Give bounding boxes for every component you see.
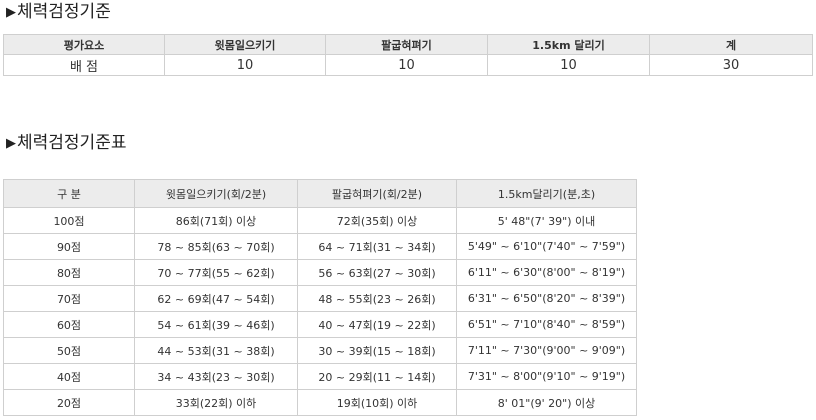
table-row: 90점 78 ~ 85회(63 ~ 70회) 64 ~ 71회(31 ~ 34회) 5… [3, 233, 637, 260]
table-cell: 6'51" ~ 7'10"(8'40" ~ 8'59") [456, 311, 637, 338]
header-cell: 계 [649, 34, 813, 55]
table-row: 40점 34 ~ 43회(23 ~ 30회) 20 ~ 29회(11 ~ 14회) 7… [3, 363, 637, 390]
header-cell: 팔굽혀펴기(회/2분) [297, 179, 457, 208]
table-cell: 19회(10회) 이하 [297, 389, 457, 416]
table-cell: 5'49" ~ 6'10"(7'40" ~ 7'59") [456, 233, 637, 260]
table-cell: 8' 01"(9' 20") 이상 [456, 389, 637, 416]
score-standards-table: 구 분 윗몸일으키기(회/2분) 팔굽혀펴기(회/2분) 1.5km달리기(분,… [3, 179, 637, 416]
header-cell: 1.5km달리기(분,초) [456, 179, 637, 208]
table-row: 50점 44 ~ 53회(31 ~ 38회) 30 ~ 39회(15 ~ 18회) 7… [3, 337, 637, 364]
table-cell: 72회(35회) 이상 [297, 207, 457, 234]
grade-cell: 20점 [3, 389, 135, 416]
grade-cell: 40점 [3, 363, 135, 390]
grade-cell: 70점 [3, 285, 135, 312]
table-cell: 7'11" ~ 7'30"(9'00" ~ 9'09") [456, 337, 637, 364]
table-cell: 44 ~ 53회(31 ~ 38회) [134, 337, 298, 364]
table-cell: 배 점 [3, 54, 165, 76]
grade-cell: 90점 [3, 233, 135, 260]
triangle-bullet-icon: ▶ [6, 136, 16, 151]
table-cell: 56 ~ 63회(27 ~ 30회) [297, 259, 457, 286]
triangle-bullet-icon: ▶ [6, 5, 16, 20]
table-cell: 33회(22회) 이하 [134, 389, 298, 416]
table-cell: 62 ~ 69회(47 ~ 54회) [134, 285, 298, 312]
section-title-standards: ▶체력검정기준표 [6, 133, 126, 154]
table-cell: 20 ~ 29회(11 ~ 14회) [297, 363, 457, 390]
table-row: 배 점 10 10 10 30 [3, 54, 813, 76]
section-title-text: 체력검정기준표 [17, 133, 127, 153]
table-row: 20점 33회(22회) 이하 19회(10회) 이하 8' 01"(9' 20") … [3, 389, 637, 416]
table-row: 70점 62 ~ 69회(47 ~ 54회) 48 ~ 55회(23 ~ 26회) 6… [3, 285, 637, 312]
table-cell: 64 ~ 71회(31 ~ 34회) [297, 233, 457, 260]
table-header-row: 평가요소 윗몸일으키기 팔굽혀펴기 1.5km 달리기 계 [3, 34, 813, 55]
table-cell: 48 ~ 55회(23 ~ 26회) [297, 285, 457, 312]
table-cell: 5' 48"(7' 39") 이내 [456, 207, 637, 234]
header-cell: 팔굽혀펴기 [325, 34, 488, 55]
header-cell: 구 분 [3, 179, 135, 208]
header-cell: 평가요소 [3, 34, 165, 55]
header-cell: 1.5km 달리기 [487, 34, 650, 55]
grade-cell: 50점 [3, 337, 135, 364]
table-cell: 40 ~ 47회(19 ~ 22회) [297, 311, 457, 338]
table-row: 60점 54 ~ 61회(39 ~ 46회) 40 ~ 47회(19 ~ 22회) 6… [3, 311, 637, 338]
header-cell: 윗몸일으키기(회/2분) [134, 179, 298, 208]
grade-cell: 80점 [3, 259, 135, 286]
score-criteria-table: 평가요소 윗몸일으키기 팔굽혀펴기 1.5km 달리기 계 배 점 10 10 … [3, 34, 813, 76]
grade-cell: 100점 [3, 207, 135, 234]
table-cell: 30 ~ 39회(15 ~ 18회) [297, 337, 457, 364]
table-cell: 70 ~ 77회(55 ~ 62회) [134, 259, 298, 286]
header-cell: 윗몸일으키기 [164, 34, 326, 55]
table-row: 80점 70 ~ 77회(55 ~ 62회) 56 ~ 63회(27 ~ 30회) 6… [3, 259, 637, 286]
table-header-row: 구 분 윗몸일으키기(회/2분) 팔굽혀펴기(회/2분) 1.5km달리기(분,… [3, 179, 637, 208]
section-title-text: 체력검정기준 [17, 2, 111, 22]
table-cell: 78 ~ 85회(63 ~ 70회) [134, 233, 298, 260]
table-cell: 10 [325, 54, 488, 76]
grade-cell: 60점 [3, 311, 135, 338]
table-cell: 6'11" ~ 6'30"(8'00" ~ 8'19") [456, 259, 637, 286]
table-cell: 54 ~ 61회(39 ~ 46회) [134, 311, 298, 338]
table-cell: 30 [649, 54, 813, 76]
table-cell: 6'31" ~ 6'50"(8'20" ~ 8'39") [456, 285, 637, 312]
table-cell: 7'31" ~ 8'00"(9'10" ~ 9'19") [456, 363, 637, 390]
table-row: 100점 86회(71회) 이상 72회(35회) 이상 5' 48"(7' 39")… [3, 207, 637, 234]
table-cell: 10 [164, 54, 326, 76]
table-cell: 10 [487, 54, 650, 76]
section-title-criteria: ▶체력검정기준 [6, 2, 111, 23]
table-cell: 34 ~ 43회(23 ~ 30회) [134, 363, 298, 390]
table-cell: 86회(71회) 이상 [134, 207, 298, 234]
